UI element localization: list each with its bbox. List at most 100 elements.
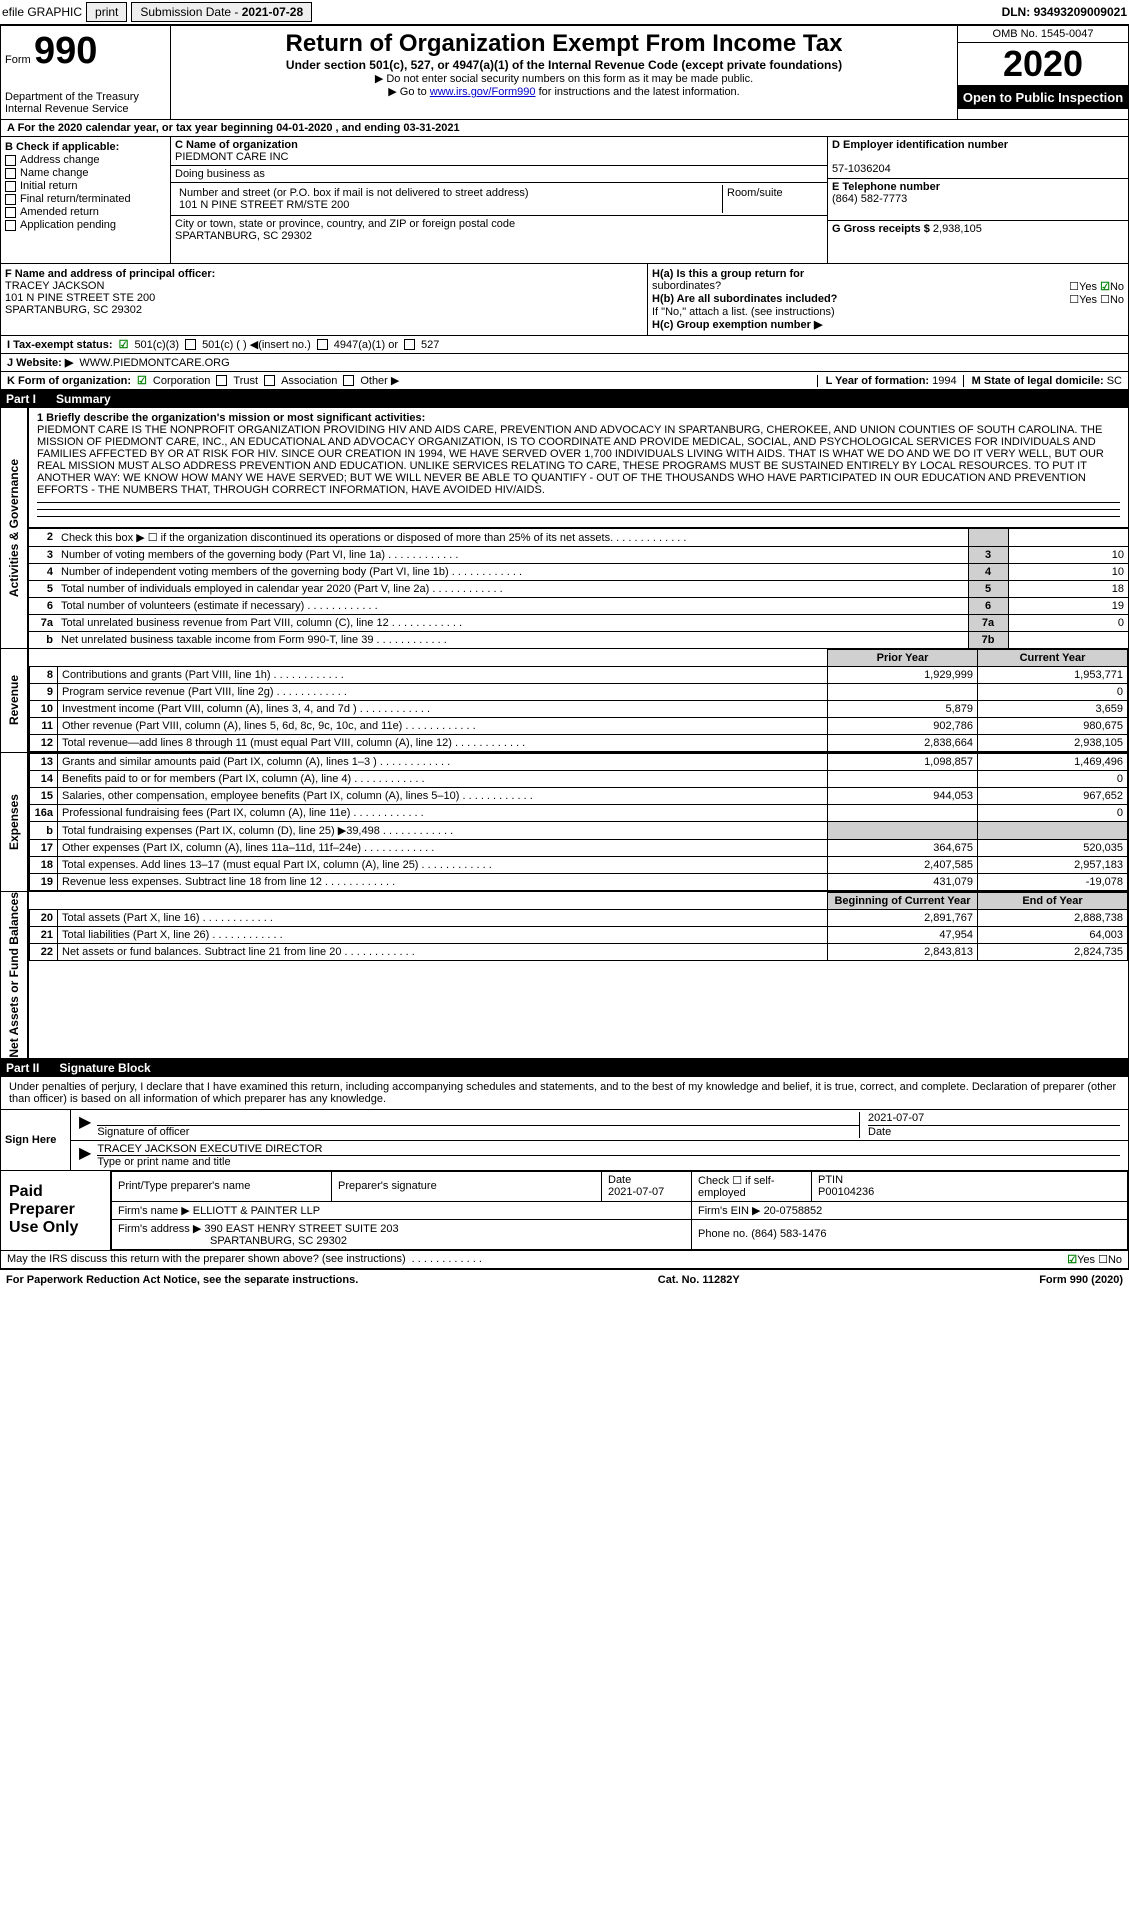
checkbox-icon[interactable] <box>343 375 354 386</box>
efile-topbar: efile GRAPHIC print Submission Date - 20… <box>0 0 1129 25</box>
omb-number: OMB No. 1545-0047 <box>958 26 1128 43</box>
table-row: 15Salaries, other compensation, employee… <box>30 788 1128 805</box>
form-title-box: Return of Organization Exempt From Incom… <box>171 26 958 119</box>
form-number-box: Form 990 Department of the Treasury Inte… <box>1 26 171 119</box>
vtab-netassets: Net Assets or Fund Balances <box>7 892 21 1058</box>
table-row: 14Benefits paid to or for members (Part … <box>30 771 1128 788</box>
table-row: bTotal fundraising expenses (Part IX, co… <box>30 822 1128 840</box>
checkbox-icon[interactable] <box>404 339 415 350</box>
preparer-firm: ELLIOTT & PAINTER LLP <box>193 1205 320 1217</box>
table-row: 11Other revenue (Part VIII, column (A), … <box>30 718 1128 735</box>
tax-period: A For the 2020 calendar year, or tax yea… <box>0 120 1129 137</box>
sign-date: 2021-07-07 <box>868 1112 1120 1126</box>
table-row: 7aTotal unrelated business revenue from … <box>29 615 1128 632</box>
paid-preparer-block: Paid Preparer Use Only Print/Type prepar… <box>0 1171 1129 1251</box>
table-row: 5Total number of individuals employed in… <box>29 581 1128 598</box>
catalog-number: Cat. No. 11282Y <box>658 1274 740 1286</box>
table-row: 18Total expenses. Add lines 13–17 (must … <box>30 857 1128 874</box>
org-address: 101 N PINE STREET RM/STE 200 <box>179 199 349 211</box>
dln: DLN: 93493209009021 <box>1002 5 1127 19</box>
table-row: 20Total assets (Part X, line 16)2,891,76… <box>30 910 1128 927</box>
gross-receipts: 2,938,105 <box>933 223 982 235</box>
box-h: H(a) Is this a group return for subordin… <box>648 264 1128 335</box>
checkbox-icon[interactable] <box>5 194 16 205</box>
table-row: 10Investment income (Part VIII, column (… <box>30 701 1128 718</box>
checkmark-icon: ☑ <box>1067 1254 1077 1266</box>
form-number-footer: Form 990 (2020) <box>1039 1274 1123 1286</box>
print-button[interactable]: print <box>86 2 127 22</box>
omb-box: OMB No. 1545-0047 2020 Open to Public In… <box>958 26 1128 119</box>
mission-block: 1 Briefly describe the organization's mi… <box>29 408 1128 528</box>
officer-section: F Name and address of principal officer:… <box>0 264 1129 336</box>
form-subtitle: Under section 501(c), 527, or 4947(a)(1)… <box>175 58 953 72</box>
table-row: 6Total number of volunteers (estimate if… <box>29 598 1128 615</box>
form-header: Form 990 Department of the Treasury Inte… <box>0 25 1129 120</box>
table-row: 12Total revenue—add lines 8 through 11 (… <box>30 735 1128 752</box>
table-row: 4Number of independent voting members of… <box>29 564 1128 581</box>
org-phone: (864) 582-7773 <box>832 193 907 205</box>
paperwork-notice: For Paperwork Reduction Act Notice, see … <box>6 1274 358 1286</box>
vtab-revenue: Revenue <box>7 675 21 725</box>
form-note-link: ▶ Go to www.irs.gov/Form990 for instruct… <box>175 85 953 98</box>
penalty-statement: Under penalties of perjury, I declare th… <box>1 1077 1128 1109</box>
department-label: Department of the Treasury Internal Reve… <box>5 91 166 115</box>
revenue-block: Revenue Prior YearCurrent Year8Contribut… <box>0 649 1129 753</box>
checkbox-icon[interactable] <box>216 375 227 386</box>
table-row: 2Check this box ▶ ☐ if the organization … <box>29 529 1128 547</box>
table-row: 8Contributions and grants (Part VIII, li… <box>30 667 1128 684</box>
org-city: SPARTANBURG, SC 29302 <box>175 230 312 242</box>
irs-form990-link[interactable]: www.irs.gov/Form990 <box>430 86 536 98</box>
table-row: 22Net assets or fund balances. Subtract … <box>30 944 1128 961</box>
vtab-governance: Activities & Governance <box>7 459 21 597</box>
table-row: 19Revenue less expenses. Subtract line 1… <box>30 874 1128 891</box>
checkbox-icon[interactable] <box>5 155 16 166</box>
box-c: C Name of organizationPIEDMONT CARE INC … <box>171 137 828 263</box>
expenses-table: 13Grants and similar amounts paid (Part … <box>29 753 1128 891</box>
revenue-table: Prior YearCurrent Year8Contributions and… <box>29 649 1128 752</box>
checkmark-icon: ☑ <box>137 374 147 387</box>
checkbox-icon[interactable] <box>5 207 16 218</box>
officer-name: TRACEY JACKSON <box>5 280 104 292</box>
discuss-row: May the IRS discuss this return with the… <box>0 1251 1129 1269</box>
part-1-header: Part I Summary <box>0 390 1129 408</box>
signature-block: Under penalties of perjury, I declare th… <box>0 1077 1129 1171</box>
netassets-block: Net Assets or Fund Balances Beginning of… <box>0 892 1129 1059</box>
expenses-block: Expenses 13Grants and similar amounts pa… <box>0 753 1129 892</box>
arrow-icon: ▶ <box>79 1112 91 1138</box>
table-row: 13Grants and similar amounts paid (Part … <box>30 754 1128 771</box>
netassets-table: Beginning of Current YearEnd of Year20To… <box>29 892 1128 961</box>
org-ein: 57-1036204 <box>832 163 891 175</box>
form-org-row: K Form of organization: ☑Corporation Tru… <box>0 372 1129 390</box>
checkbox-icon[interactable] <box>5 220 16 231</box>
table-row: 9Program service revenue (Part VIII, lin… <box>30 684 1128 701</box>
form-footer: For Paperwork Reduction Act Notice, see … <box>0 1269 1129 1290</box>
sign-here-label: Sign Here <box>1 1110 71 1170</box>
org-name: PIEDMONT CARE INC <box>175 151 288 163</box>
table-row: 16aProfessional fundraising fees (Part I… <box>30 805 1128 822</box>
checkbox-icon[interactable] <box>264 375 275 386</box>
tax-year: 2020 <box>958 43 1128 86</box>
checkbox-icon[interactable] <box>5 168 16 179</box>
form-note-ssn: ▶ Do not enter social security numbers o… <box>175 72 953 85</box>
mission-text: PIEDMONT CARE IS THE NONPROFIT ORGANIZAT… <box>37 424 1104 496</box>
checkbox-icon[interactable] <box>317 339 328 350</box>
part-2-header: Part II Signature Block <box>0 1059 1129 1077</box>
table-row: bNet unrelated business taxable income f… <box>29 632 1128 649</box>
table-row: 17Other expenses (Part IX, column (A), l… <box>30 840 1128 857</box>
vtab-expenses: Expenses <box>7 794 21 850</box>
officer-printed-name: TRACEY JACKSON EXECUTIVE DIRECTOR <box>97 1143 1120 1156</box>
preparer-ptin: P00104236 <box>818 1186 874 1198</box>
box-b: B Check if applicable: Address change Na… <box>1 137 171 263</box>
form-990-number: 990 <box>34 30 97 72</box>
preparer-ein: 20-0758852 <box>764 1205 823 1217</box>
arrow-icon: ▶ <box>79 1143 91 1168</box>
table-row: 3Number of voting members of the governi… <box>29 547 1128 564</box>
preparer-phone: (864) 583-1476 <box>751 1228 826 1240</box>
activities-governance-block: Activities & Governance 1 Briefly descri… <box>0 408 1129 649</box>
checkbox-icon[interactable] <box>185 339 196 350</box>
table-row: 21Total liabilities (Part X, line 26)47,… <box>30 927 1128 944</box>
open-inspection: Open to Public Inspection <box>958 86 1128 109</box>
checkmark-icon: ☑ <box>119 338 129 351</box>
tax-exempt-row: I Tax-exempt status: ☑501(c)(3) 501(c) (… <box>0 336 1129 354</box>
checkbox-icon[interactable] <box>5 181 16 192</box>
